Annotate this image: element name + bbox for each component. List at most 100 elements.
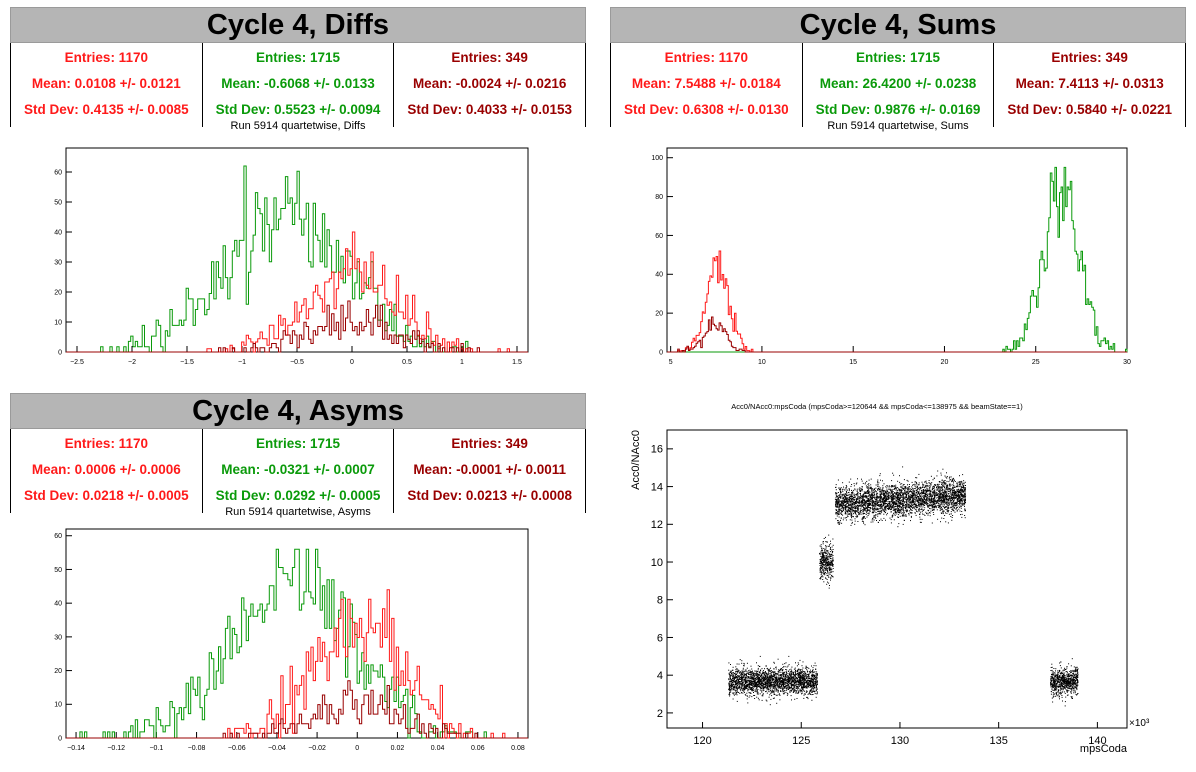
scatter-point xyxy=(933,500,935,502)
scatter-point xyxy=(788,689,789,690)
scatter-point xyxy=(899,515,901,517)
scatter-point xyxy=(792,675,794,677)
scatter-point xyxy=(770,690,771,692)
scatter-point xyxy=(811,691,813,693)
scatter-point xyxy=(729,688,731,690)
scatter-point xyxy=(929,512,931,514)
scatter-point xyxy=(845,496,847,498)
scatter-point xyxy=(846,499,848,501)
scatter-point xyxy=(856,515,858,517)
scatter-point xyxy=(784,663,786,665)
scatter-point xyxy=(815,685,817,687)
scatter-point xyxy=(756,684,758,686)
scatter-point xyxy=(957,499,959,501)
scatter-point xyxy=(809,690,811,692)
scatter-point xyxy=(811,665,812,667)
scatter-point xyxy=(898,489,900,491)
scatter-point xyxy=(942,494,944,496)
scatter-point xyxy=(745,677,747,679)
scatter-point xyxy=(948,495,950,497)
scatter-point xyxy=(773,686,775,688)
x-tick-label: −2.5 xyxy=(70,359,84,366)
scatter-point xyxy=(728,672,730,674)
sums-subtitle: Run 5914 quartetwise, Sums xyxy=(827,120,969,132)
scatter-point xyxy=(889,506,891,508)
scatter-point xyxy=(810,678,812,680)
scatter-point xyxy=(773,668,775,670)
scatter-point xyxy=(810,690,811,692)
scatter-point xyxy=(801,692,803,694)
scatter-point xyxy=(876,498,878,500)
scatter-point xyxy=(944,507,946,509)
scatter-point xyxy=(959,507,961,508)
scatter-point xyxy=(793,674,794,675)
scatter-point xyxy=(867,490,869,492)
scatter-point xyxy=(962,496,964,498)
scatter-point xyxy=(848,504,850,506)
scatter-point xyxy=(946,509,948,511)
scatter-point xyxy=(951,495,953,497)
scatter-point xyxy=(956,500,958,502)
scatter-point xyxy=(792,673,794,675)
scatter-point xyxy=(804,685,806,687)
scatter-point xyxy=(797,678,798,679)
scatter-point xyxy=(740,688,742,690)
scatter-point xyxy=(826,561,828,563)
scatter-point xyxy=(937,500,939,502)
scatter-point xyxy=(815,680,817,682)
scatter-point xyxy=(810,679,812,681)
scatter-point xyxy=(881,489,883,491)
scatter-point xyxy=(733,687,735,689)
scatter-point xyxy=(793,688,795,690)
scatter-point xyxy=(927,503,929,505)
scatter-point xyxy=(822,552,824,553)
green-series-line xyxy=(66,548,528,739)
scatter-point xyxy=(763,671,765,673)
scatter-point xyxy=(785,685,786,687)
scatter-point xyxy=(874,503,876,505)
scatter-point xyxy=(799,676,801,678)
scatter-point xyxy=(880,498,882,500)
scatter-point xyxy=(863,517,865,519)
scatter-point xyxy=(920,502,922,504)
scatter-point xyxy=(765,675,767,677)
scatter-point xyxy=(749,677,751,679)
scatter-point xyxy=(773,684,775,686)
scatter-point xyxy=(781,681,783,683)
scatter-point xyxy=(739,671,741,673)
scatter-point xyxy=(821,561,823,563)
scatter-point xyxy=(756,677,758,679)
scatter-point xyxy=(841,507,843,509)
scatter-point xyxy=(830,561,832,563)
scatter-point xyxy=(855,509,856,511)
scatter-point xyxy=(775,684,777,686)
scatter-point xyxy=(810,693,811,695)
scatter-point xyxy=(793,679,795,681)
scatter-point xyxy=(790,683,792,685)
scatter-point xyxy=(796,680,798,682)
scatter-point xyxy=(837,496,839,498)
scatter-point xyxy=(936,485,938,487)
scatter-point xyxy=(786,682,788,684)
scatter-point xyxy=(796,670,798,672)
scatter-point xyxy=(730,672,732,674)
scatter-point xyxy=(849,502,851,504)
scatter-point xyxy=(789,677,791,678)
scatter-point xyxy=(871,505,873,506)
scatter-point xyxy=(816,692,818,694)
scatter-point xyxy=(881,497,883,499)
scatter-point xyxy=(764,686,766,688)
scatter-point xyxy=(784,679,786,681)
scatter-point xyxy=(829,544,830,546)
scatter-point xyxy=(862,500,864,502)
scatter-point xyxy=(812,691,814,692)
scatter-point xyxy=(856,516,858,518)
scatter-point xyxy=(788,673,790,675)
scatter-point xyxy=(828,552,830,554)
scatter-point xyxy=(860,509,862,511)
scatter-point xyxy=(781,684,783,686)
scatter-point xyxy=(851,521,853,523)
scatter-point xyxy=(904,496,906,498)
scatter-point xyxy=(817,684,818,686)
scatter-point xyxy=(800,679,801,681)
